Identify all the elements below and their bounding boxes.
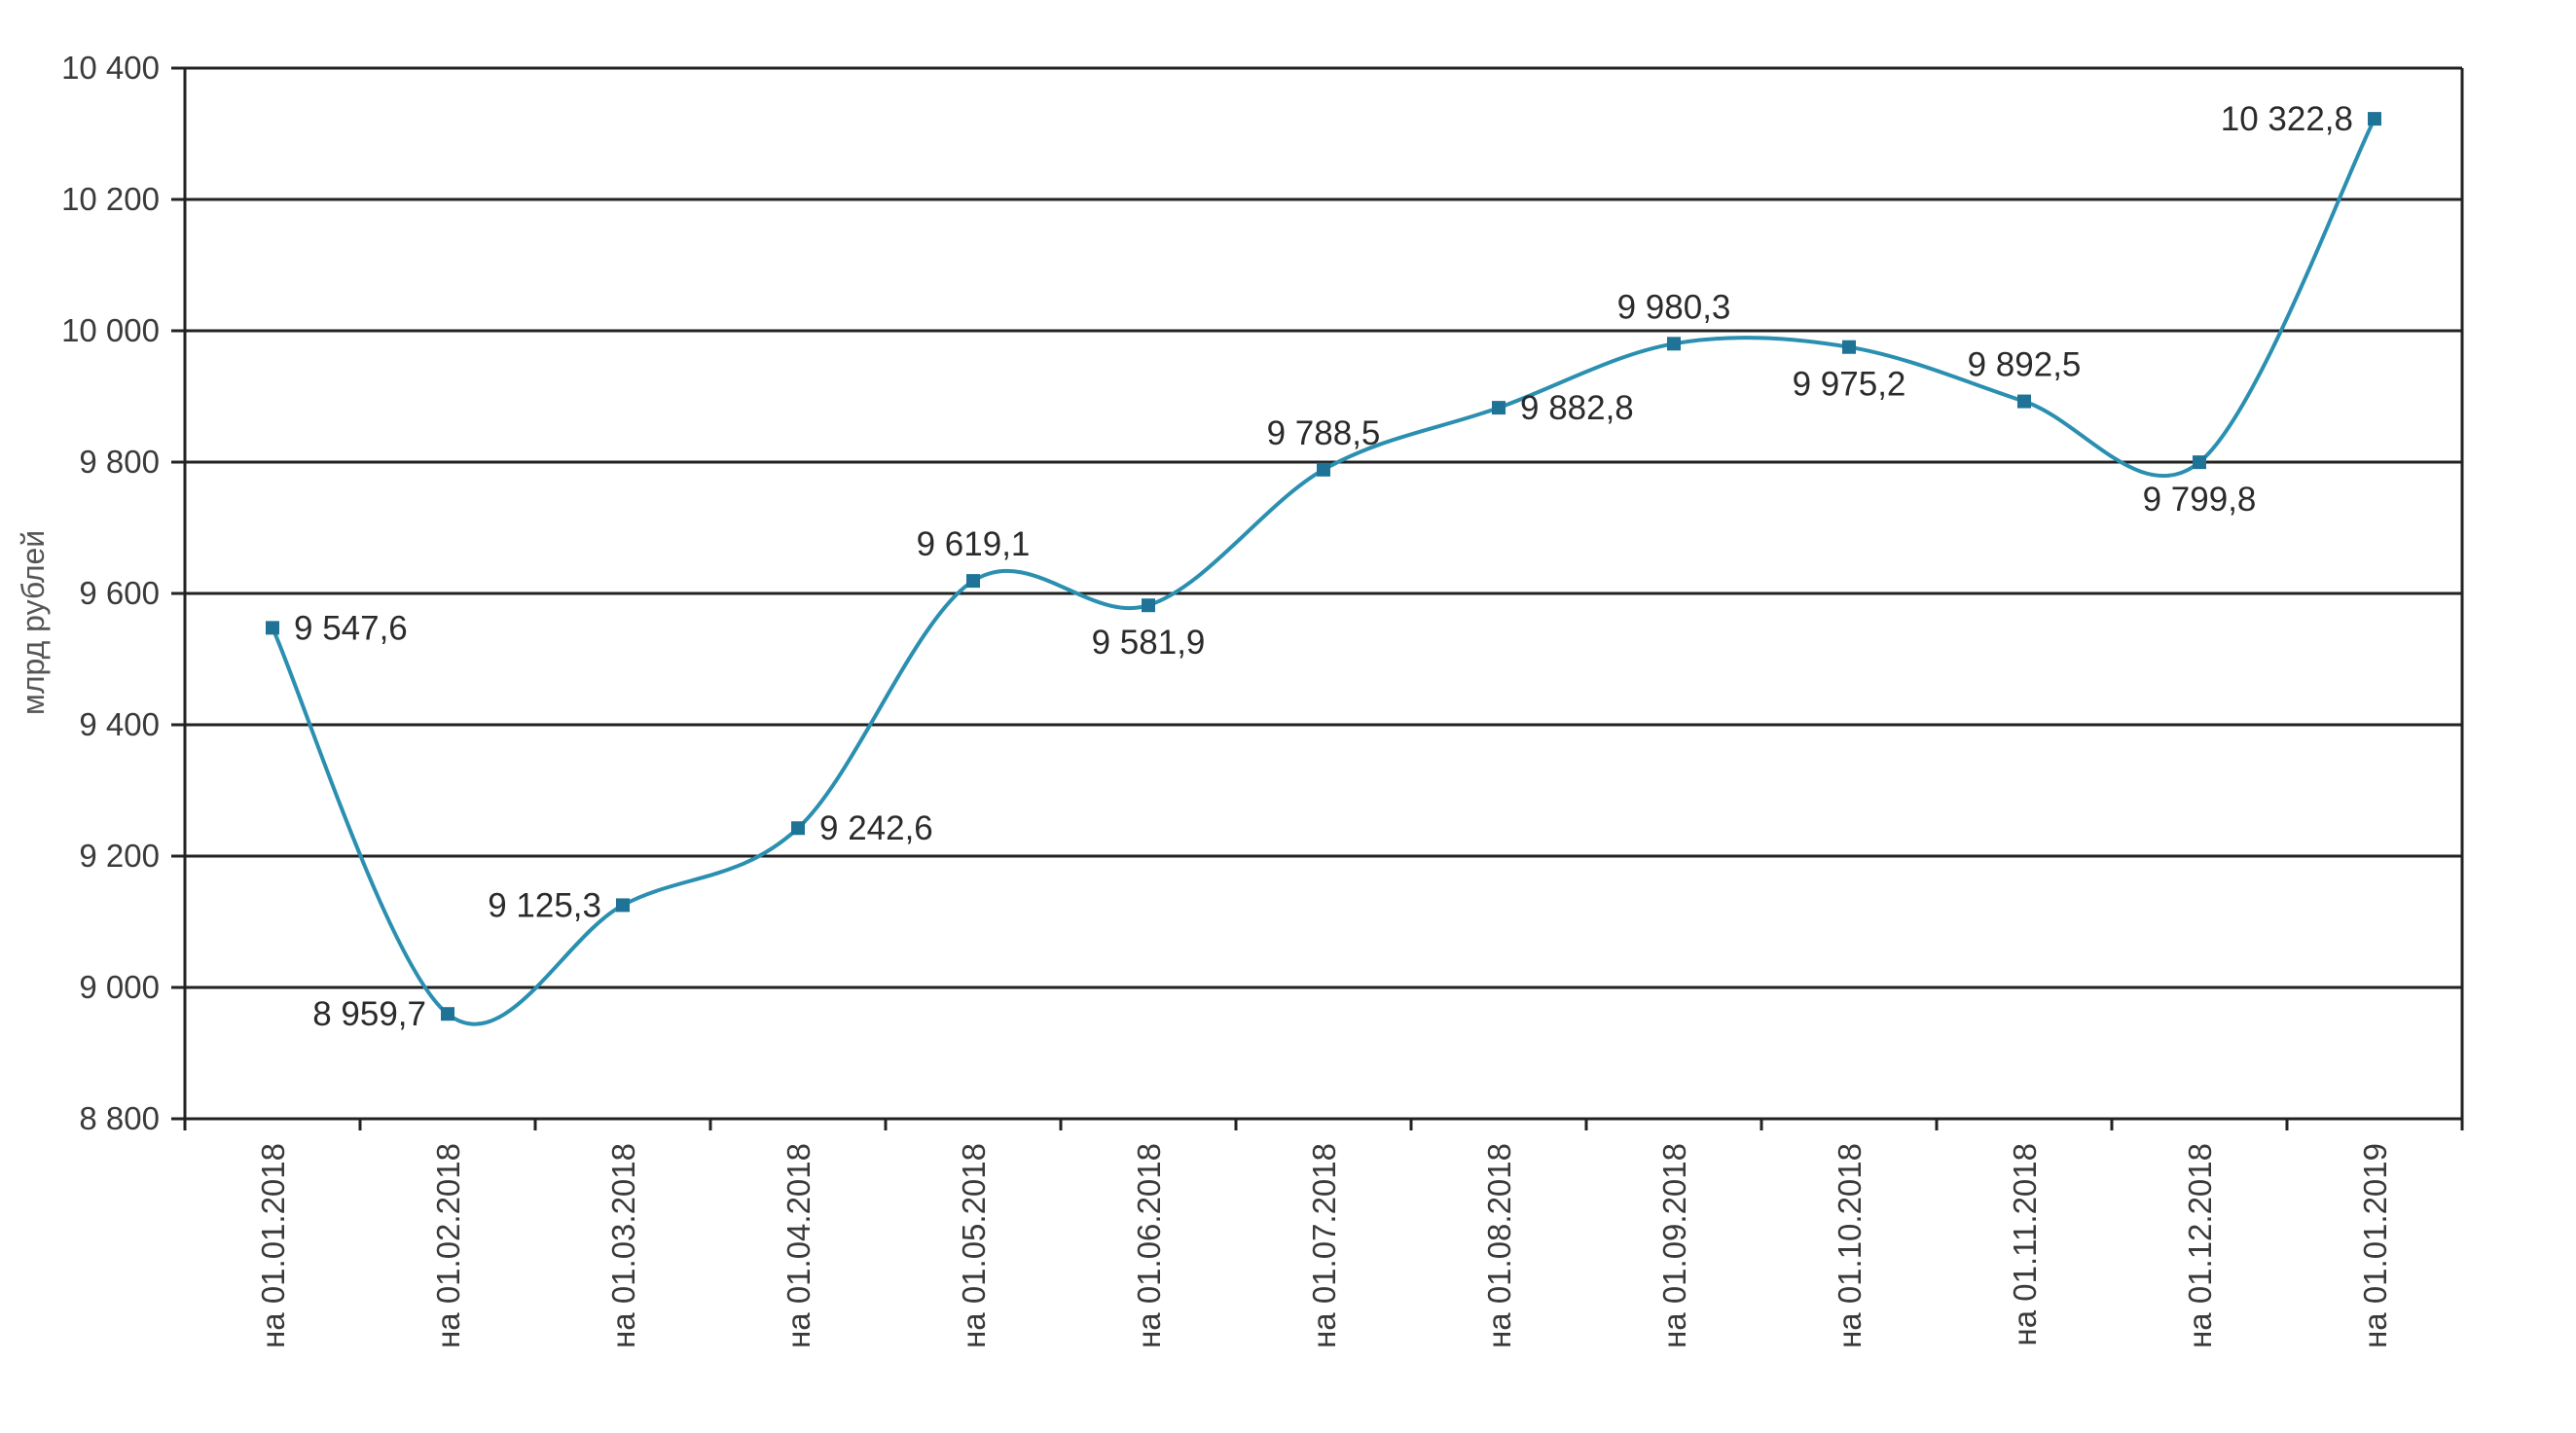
- x-tick-labels: на 01.01.2018 на 01.02.2018 на 01.03.2018 н…: [255, 1143, 2393, 1348]
- data-label: 9 892,5: [1968, 346, 2082, 384]
- data-point-marker: [1142, 598, 1155, 613]
- x-tick-label: на 01.05.2018: [956, 1143, 992, 1348]
- y-axis-title: млрд рублей: [16, 530, 51, 715]
- series-markers: [266, 112, 2381, 1021]
- data-point-marker: [2368, 112, 2381, 126]
- x-tick-label: на 01.06.2018: [1131, 1143, 1167, 1348]
- x-tick-label: на 01.09.2018: [1656, 1143, 1692, 1348]
- y-tick-label: 9 600: [79, 575, 160, 611]
- series-line: [271, 118, 2376, 1026]
- data-label: 9 125,3: [488, 886, 601, 924]
- y-tick-labels: 8 800 9 000 9 200 9 400 9 600 9 800 10 000 10 2…: [61, 50, 160, 1136]
- data-point-marker: [1842, 340, 1856, 354]
- data-label: 9 882,8: [1520, 389, 1634, 427]
- y-tick-label: 10 400: [61, 50, 160, 86]
- y-tick-label: 9 800: [79, 444, 160, 480]
- x-tick-label: на 01.12.2018: [2182, 1143, 2218, 1348]
- x-tick-label: на 01.04.2018: [780, 1143, 816, 1348]
- data-point-marker: [2193, 455, 2206, 470]
- data-label: 9 799,8: [2143, 481, 2257, 519]
- x-tick-label: на 01.08.2018: [1481, 1143, 1517, 1348]
- data-point-marker: [791, 821, 805, 836]
- data-point-marker: [1667, 337, 1681, 351]
- x-tick-label: на 01.02.2018: [430, 1143, 466, 1348]
- data-point-marker: [2017, 394, 2031, 409]
- data-point-marker: [441, 1007, 454, 1021]
- data-point-marker: [966, 574, 980, 589]
- x-tick-label: на 01.11.2018: [2007, 1143, 2043, 1345]
- y-tick-label: 9 200: [79, 838, 160, 874]
- x-tick-label: на 01.03.2018: [605, 1143, 641, 1348]
- y-tick-label: 10 200: [61, 181, 160, 217]
- data-label: 10 322,8: [2221, 100, 2353, 138]
- data-point-marker: [266, 621, 279, 635]
- x-tick-label: на 01.10.2018: [1832, 1143, 1868, 1348]
- y-tick-label: 8 800: [79, 1100, 160, 1136]
- data-point-marker: [616, 898, 630, 913]
- data-label: 9 242,6: [819, 809, 933, 847]
- data-label: 9 619,1: [917, 525, 1031, 563]
- data-label: 9 547,6: [294, 609, 408, 647]
- grid-lines: [171, 66, 2464, 1130]
- y-tick-label: 9 000: [79, 969, 160, 1005]
- data-labels: 9 547,6 8 959,7 9 125,3 9 242,6 9 619,1 9 581…: [294, 100, 2353, 1033]
- data-label: 9 975,2: [1793, 366, 1906, 404]
- data-point-marker: [1492, 401, 1506, 415]
- y-tick-label: 9 400: [79, 706, 160, 742]
- data-label: 9 581,9: [1092, 624, 1206, 662]
- data-point-marker: [1317, 462, 1330, 477]
- x-tick-label: на 01.01.2019: [2357, 1143, 2393, 1348]
- data-label: 8 959,7: [312, 995, 426, 1033]
- x-tick-label: на 01.07.2018: [1306, 1143, 1342, 1348]
- data-label: 9 980,3: [1617, 288, 1731, 326]
- y-tick-label: 10 000: [61, 312, 160, 348]
- data-label: 9 788,5: [1267, 414, 1381, 452]
- x-tick-label: на 01.01.2018: [255, 1143, 291, 1348]
